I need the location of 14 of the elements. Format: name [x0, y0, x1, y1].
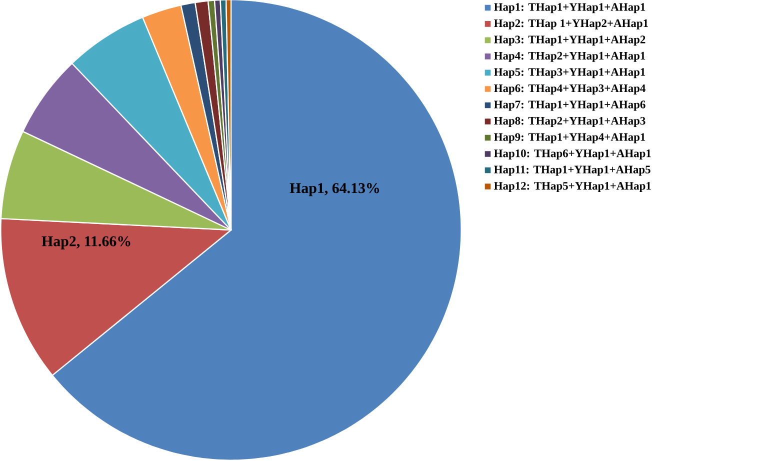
legend-label: Hap6: THap4+YHap3+AHap4: [494, 84, 646, 94]
legend-label: Hap2: THap 1+YHap2+AHap1: [494, 19, 648, 30]
legend-label: Hap9: THap1+YHap4+AHap1: [494, 133, 646, 144]
legend-label: Hap10: THap6+YHap1+AHap1: [494, 149, 651, 160]
legend-label: Hap7: THap1+YHap1+AHap6: [494, 100, 646, 111]
legend-label: Hap12: THap5+YHap1+AHap1: [494, 182, 651, 192]
legend-label: Hap11: THap1+YHap1+AHap5: [494, 166, 650, 176]
data-label: Hap1, 64.13%: [290, 183, 380, 196]
legend-label: Hap5: THap3+YHap1+AHap1: [494, 68, 646, 78]
legend-label: Hap8: THap2+YHap1+AHap3: [494, 116, 646, 127]
data-label: Hap2, 11.66%: [42, 236, 130, 250]
legend-label: Hap3: THap1+YHap1+AHap2: [494, 36, 646, 46]
legend-label: Hap4: THap2+YHap1+AHap1: [494, 52, 646, 62]
legend-label: Hap1: THap1+YHap1+AHap1: [494, 3, 646, 14]
